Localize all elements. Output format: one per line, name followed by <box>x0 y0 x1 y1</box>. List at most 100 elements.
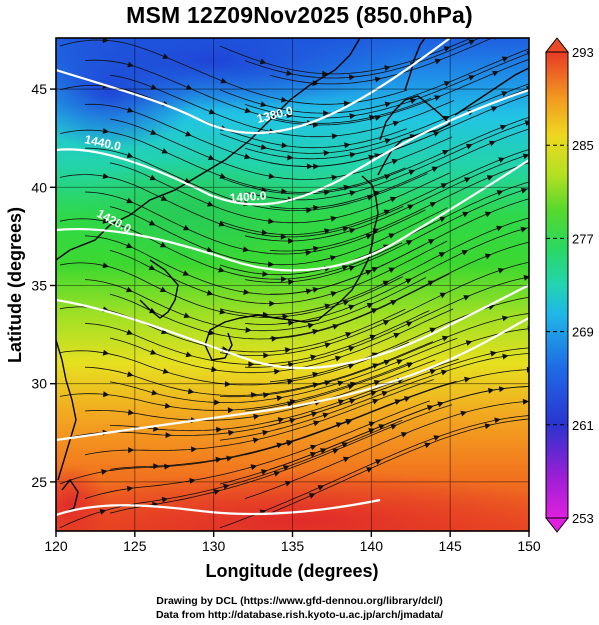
streamline-arrow <box>159 241 167 248</box>
streamline-arrow <box>520 226 528 233</box>
coastline-kyushu <box>204 329 233 361</box>
coastline-honshu <box>209 175 379 331</box>
streamline-arrow <box>384 138 392 144</box>
streamline-arrow <box>409 98 417 104</box>
streamline-arrow <box>323 150 330 156</box>
streamline-arrow <box>462 211 469 218</box>
streamline-arrow <box>216 426 223 433</box>
streamline-arrow <box>337 399 345 405</box>
streamline-arrow <box>433 131 440 137</box>
streamline-arrow <box>126 242 133 249</box>
streamline-arrow <box>393 332 400 339</box>
streamline-arrow <box>424 442 431 449</box>
streamline-arrow <box>388 233 396 239</box>
streamline-arrow <box>381 390 389 397</box>
y-tick-label: 30 <box>31 376 47 392</box>
contour-line-b <box>56 88 529 206</box>
streamline-arrow <box>460 410 467 417</box>
streamline-arrow <box>433 435 440 441</box>
streamline <box>244 38 481 79</box>
streamline-arrow <box>148 264 156 270</box>
streamline-arrow <box>282 465 290 471</box>
streamline <box>244 328 529 412</box>
streamline-arrow <box>400 432 408 438</box>
streamline-arrow <box>185 130 192 137</box>
streamline-arrow <box>389 196 397 203</box>
streamline-arrow <box>282 313 289 320</box>
streamline-arrow <box>492 70 499 77</box>
streamline-arrow <box>248 361 255 368</box>
y-tick-label: 25 <box>31 474 47 490</box>
x-tick-label: 130 <box>202 538 226 554</box>
streamline-arrow <box>501 91 508 97</box>
streamline-arrow <box>127 107 134 113</box>
streamline-arrow <box>342 456 350 463</box>
streamline-arrow <box>286 112 293 119</box>
streamline-arrow <box>103 391 110 398</box>
streamline-arrow <box>262 429 269 436</box>
streamline-arrow <box>126 329 134 335</box>
streamline-arrow <box>101 469 108 475</box>
streamline-arrow <box>287 361 295 368</box>
streamline-arrow <box>341 442 349 448</box>
streamline-arrow <box>405 278 412 284</box>
streamline-arrow <box>162 368 170 374</box>
streamline-arrow <box>498 386 506 393</box>
streamline-arrow <box>288 279 295 285</box>
colorbar-tick-label: 277 <box>572 231 594 246</box>
streamline-arrow <box>382 280 390 287</box>
streamline-arrow <box>313 121 319 128</box>
streamline-arrow <box>440 369 448 376</box>
colorbar-tick-label: 285 <box>572 138 594 153</box>
streamline-arrow <box>102 38 109 44</box>
streamline-arrow <box>307 322 315 329</box>
streamline-arrow <box>208 154 215 161</box>
coastline-korea <box>139 259 179 319</box>
streamline-arrow <box>372 398 379 405</box>
streamline-arrow <box>437 401 444 408</box>
streamline-arrow <box>268 218 275 225</box>
streamline-arrow <box>102 262 109 269</box>
streamline-arrow <box>324 380 331 386</box>
streamline-arrow <box>434 95 441 101</box>
streamline-arrow <box>99 509 107 515</box>
colorbar: 253 261 269 277 285 293 <box>544 37 594 533</box>
streamline-arrow <box>214 399 221 406</box>
streamline-arrow <box>371 267 379 273</box>
streamline-arrow <box>331 133 339 140</box>
streamline-arrow <box>441 335 449 342</box>
streamline-arrow <box>269 300 276 307</box>
colorbar-top-arrow <box>544 37 570 53</box>
streamline-arrow <box>211 366 218 373</box>
streamline-arrow <box>151 389 158 396</box>
streamline-arrow <box>465 340 473 346</box>
streamline-arrow <box>312 371 319 378</box>
streamline-arrow <box>183 312 191 319</box>
streamline-arrow <box>349 190 356 197</box>
chart-title: MSM 12Z09Nov2025 (850.0hPa) <box>126 2 473 28</box>
streamline-arrow <box>349 227 356 234</box>
streamline-arrow <box>407 204 414 210</box>
x-axis-ticks: 120 125 130 135 140 145 150 <box>44 531 541 554</box>
streamline-arrow <box>434 58 442 65</box>
streamline-arrow <box>260 101 267 107</box>
streamline-arrow <box>465 143 473 150</box>
footer-credit-drawing: Drawing by DCL (https://www.gfd-dennou.o… <box>156 595 443 607</box>
streamline-arrow <box>346 418 353 425</box>
contour-line-f <box>56 498 381 517</box>
streamline-arrow <box>312 328 319 335</box>
streamline <box>219 149 529 235</box>
streamline-arrow <box>219 308 226 315</box>
streamline-arrow <box>330 215 337 222</box>
streamline-arrow <box>341 265 349 271</box>
y-axis-ticks: 25 30 35 40 45 <box>31 81 56 490</box>
streamline-arrow <box>126 485 134 492</box>
streamline-arrow <box>408 169 416 176</box>
streamline-arrow <box>161 496 169 503</box>
streamline-arrow <box>429 369 437 375</box>
streamline-arrow <box>396 359 403 365</box>
streamline-arrow <box>324 342 332 349</box>
streamline-arrow <box>371 308 378 314</box>
streamline-arrow <box>261 229 268 236</box>
streamline-arrow <box>382 320 390 326</box>
